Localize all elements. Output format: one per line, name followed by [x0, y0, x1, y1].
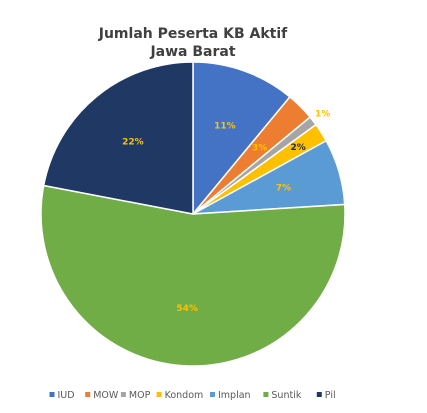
legend-swatch-suntik — [263, 392, 269, 397]
pie-slice-iud — [192, 61, 291, 217]
legend-swatch-iud — [49, 392, 55, 397]
legend-label-implan: Implan — [218, 390, 251, 401]
data-label-suntik: 54% — [176, 304, 198, 314]
legend-swatch-implan — [210, 392, 215, 397]
legend-swatch-mop — [120, 392, 126, 397]
data-label-iud: 11% — [214, 121, 236, 131]
data-label-mop: 1% — [315, 109, 330, 119]
data-label-kondom: 2% — [291, 143, 306, 153]
chart-subtitle: Jawa Barat — [149, 44, 235, 60]
legend-swatch-mow — [85, 392, 91, 397]
legend-label-iud: IUD — [58, 390, 75, 401]
data-label-mow: 3% — [252, 143, 267, 153]
legend: IUD MOW MOP Kondom Implan Suntik Pil — [49, 390, 336, 401]
data-label-pil: 22% — [122, 137, 144, 147]
legend-label-mow: MOW — [93, 390, 119, 401]
legend-label-suntik: Suntik — [271, 390, 301, 401]
legend-label-mop: MOP — [129, 390, 151, 401]
pie-slices — [40, 61, 346, 367]
legend-label-pil: Pil — [325, 390, 336, 401]
pie-slice-suntik — [40, 184, 346, 367]
legend-swatch-pil — [316, 392, 322, 397]
data-label-implan: 7% — [276, 184, 291, 194]
pie-slice-pil — [42, 61, 194, 215]
legend-swatch-kondom — [156, 392, 162, 397]
pie-data-labels: 11% 3% 1% 2% 7% 54% 22% — [122, 109, 330, 314]
chart-title: Jumlah Peserta KB Aktif — [98, 26, 288, 42]
legend-label-kondom: Kondom — [165, 390, 204, 401]
